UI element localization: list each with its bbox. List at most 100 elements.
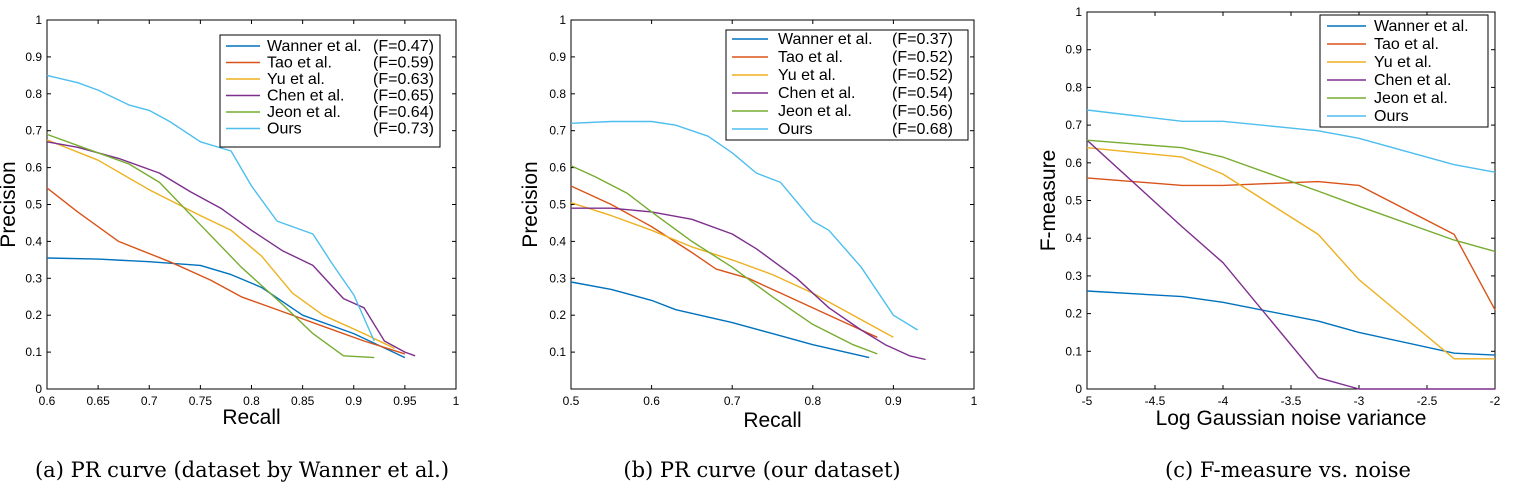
legend-label: Yu et al. <box>778 67 836 84</box>
legend-f-value: (F=0.59) <box>373 55 434 72</box>
x-tick-label: 0.75 <box>189 394 213 408</box>
y-tick-label: 0.9 <box>1065 43 1082 57</box>
y-tick-label: 1 <box>1075 5 1082 19</box>
x-tick-label: 0.6 <box>39 394 56 408</box>
chart-panel-1: 0.6 0.65 0.7 0.75 0.8 0.85 0.9 0.95 1 0 0.1 0.2 0.3 0… <box>0 13 460 482</box>
y-tick-label: 0.8 <box>25 87 42 101</box>
y-tick-label: 0.1 <box>549 345 566 359</box>
y-tick-label: 0.6 <box>1065 156 1082 170</box>
legend-box <box>725 29 969 141</box>
x-tick-label: 0.8 <box>804 394 821 408</box>
legend-label: Tao et al. <box>267 55 332 72</box>
legend-label: Wanner et al. <box>267 38 362 55</box>
y-tick-label: 0.1 <box>1065 344 1082 358</box>
legend-label: Ours <box>1374 108 1409 125</box>
legend-f-value: (F=0.63) <box>373 71 434 88</box>
x-tick-label: -2 <box>1490 394 1501 408</box>
x-tick-label: 1 <box>971 394 978 408</box>
series-line-tao-et-al <box>1086 177 1496 311</box>
legend-f-value: (F=0.68) <box>892 121 953 138</box>
y-tick-label: 0.8 <box>1065 80 1082 94</box>
legend-f-value: (F=0.64) <box>373 104 434 121</box>
x-tick-label: 0.5 <box>563 394 580 408</box>
chart-panel-3: -5 -4.5 -4 -3.5 -3 -2.5 -2 0 0.1 0.2 0.3 0.4 0.5 0.6 0… <box>1037 5 1501 482</box>
y-tick-label: 0.9 <box>25 50 42 64</box>
legend-box <box>1319 14 1489 128</box>
legend-label: Jeon et al. <box>1374 90 1448 107</box>
legend-label: Chen et al. <box>267 88 344 105</box>
figure-caption: (b) PR curve (our dataset) <box>623 458 900 482</box>
y-tick-label: 0.2 <box>549 308 566 322</box>
series-line-ours <box>1086 109 1496 173</box>
x-tick-label: 0.7 <box>141 394 158 408</box>
legend-f-value: (F=0.73) <box>373 121 434 138</box>
legend-label: Jeon et al. <box>778 103 852 120</box>
x-tick-label: 0.7 <box>724 394 741 408</box>
legend-label: Tao et al. <box>1374 36 1439 53</box>
y-tick-label: 0.9 <box>549 50 566 64</box>
series-line-jeon-et-al <box>46 133 375 359</box>
y-tick-label: 1 <box>559 13 566 27</box>
series-line-ours <box>46 74 375 342</box>
y-tick-label: 0.5 <box>549 198 566 212</box>
x-tick-label: 0.6 <box>643 394 660 408</box>
series-line-wanner-et-al <box>570 281 870 359</box>
x-tick-label: 0.95 <box>393 394 417 408</box>
y-tick-label: 0.4 <box>1065 231 1082 245</box>
x-tick-label: -4 <box>1218 394 1229 408</box>
legend-f-value: (F=0.56) <box>892 103 953 120</box>
y-tick-label: 0.3 <box>549 271 566 285</box>
x-tick-label: 0.9 <box>885 394 902 408</box>
series-line-jeon-et-al <box>570 165 878 355</box>
legend: Wanner et al. (F=0.47) Tao et al. (F=0.59) Y… <box>219 34 441 148</box>
legend-f-value: (F=0.47) <box>373 38 434 55</box>
y-tick-label: 1 <box>35 13 42 27</box>
series-line-yu-et-al <box>570 202 894 338</box>
y-tick-label: 0 <box>35 382 42 396</box>
legend-label: Wanner et al. <box>1374 18 1469 35</box>
series-line-chen-et-al <box>1086 139 1495 390</box>
chart-panel-2: 0.5 0.6 0.7 0.8 0.9 1 0.1 0.2 0.3 0.4 0.5 0.6 0.7 0.8… <box>519 13 978 482</box>
legend-f-value: (F=0.54) <box>892 85 953 102</box>
y-tick-label: 0 <box>1075 382 1082 396</box>
y-tick-label: 0.3 <box>1065 269 1082 283</box>
series-line-chen-et-al <box>571 207 926 361</box>
figure-caption: (c) F-measure vs. noise <box>1165 458 1411 482</box>
series-line-yu-et-al <box>1086 147 1495 360</box>
x-tick-label: 0.9 <box>345 394 362 408</box>
y-axis-label: Precision <box>519 161 542 247</box>
legend-label: Chen et al. <box>778 85 855 102</box>
x-tick-label: -3 <box>1354 394 1365 408</box>
y-tick-label: 0.4 <box>549 234 566 248</box>
series-line-ours <box>570 120 918 331</box>
legend-label: Wanner et al. <box>778 31 873 48</box>
y-tick-label: 0.3 <box>25 271 42 285</box>
series-line-jeon-et-al <box>1086 139 1496 253</box>
y-tick-label: 0.8 <box>549 87 566 101</box>
y-tick-label: 0.1 <box>25 345 42 359</box>
y-axis-label: Precision <box>0 161 20 247</box>
legend-f-value: (F=0.65) <box>373 88 434 105</box>
legend: Wanner et al.Tao et al.Yu et al.Chen et … <box>1319 14 1489 128</box>
y-tick-label: 0.7 <box>1065 118 1082 132</box>
y-tick-label: 0.2 <box>1065 307 1082 321</box>
legend: Wanner et al. (F=0.37) Tao et al. (F=0.52) Y… <box>725 29 969 141</box>
legend-label: Ours <box>778 121 813 138</box>
y-axis-label: F-measure <box>1037 150 1060 252</box>
y-tick-label: 0.5 <box>1065 194 1082 208</box>
x-tick-label: 1 <box>453 394 460 408</box>
y-tick-label: 0.4 <box>25 234 42 248</box>
legend-label: Jeon et al. <box>267 104 341 121</box>
legend-label: Chen et al. <box>1374 72 1451 89</box>
y-tick-label: 0.6 <box>25 161 42 175</box>
x-axis-label: Recall <box>222 406 280 429</box>
y-tick-label: 0.7 <box>549 124 566 138</box>
x-axis-label: Log Gaussian noise variance <box>1156 407 1427 430</box>
y-tick-label: 0.7 <box>25 124 42 138</box>
series-line-wanner-et-al <box>1086 290 1496 356</box>
x-tick-label: -4.5 <box>1145 394 1166 408</box>
figure-caption: (a) PR curve (dataset by Wanner et al.) <box>35 458 449 482</box>
y-tick-label: 0.5 <box>25 198 42 212</box>
series-line-tao-et-al <box>46 187 406 355</box>
